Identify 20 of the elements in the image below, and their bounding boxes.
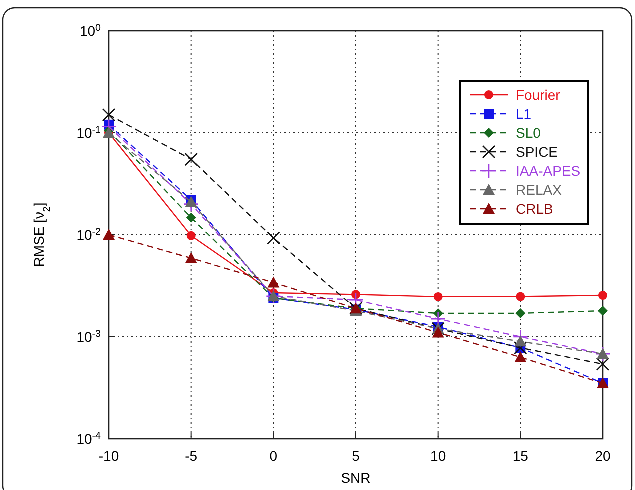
y-tick-label: 10$^{-4}$ bbox=[76, 430, 102, 447]
x-tick-label: 20 bbox=[595, 448, 611, 464]
legend-label: SPICE bbox=[516, 144, 558, 160]
x-tick-label: 15 bbox=[512, 448, 529, 464]
y-tick-label: 10$^{0}$ bbox=[80, 22, 102, 39]
y-tick-label: 10$^{-2}$ bbox=[76, 226, 101, 243]
legend-label: Fourier bbox=[516, 87, 561, 103]
y-tick-label: 10$^{-1}$ bbox=[76, 124, 101, 141]
x-tick-label: -10 bbox=[98, 448, 120, 464]
x-tick-label: -5 bbox=[185, 448, 198, 464]
x-tick-label: 10 bbox=[430, 448, 446, 464]
y-tick-label: 10$^{-3}$ bbox=[76, 328, 102, 345]
x-tick-label: 5 bbox=[352, 448, 360, 464]
x-tick-label: 0 bbox=[270, 448, 278, 464]
legend-label: SL0 bbox=[516, 125, 542, 141]
legend-label: L1 bbox=[516, 106, 532, 122]
legend-label: IAA-APES bbox=[516, 163, 581, 179]
legend-label: RELAX bbox=[516, 182, 563, 198]
legend-label: CRLB bbox=[516, 201, 554, 217]
x-axis-title: SNR bbox=[341, 470, 371, 486]
